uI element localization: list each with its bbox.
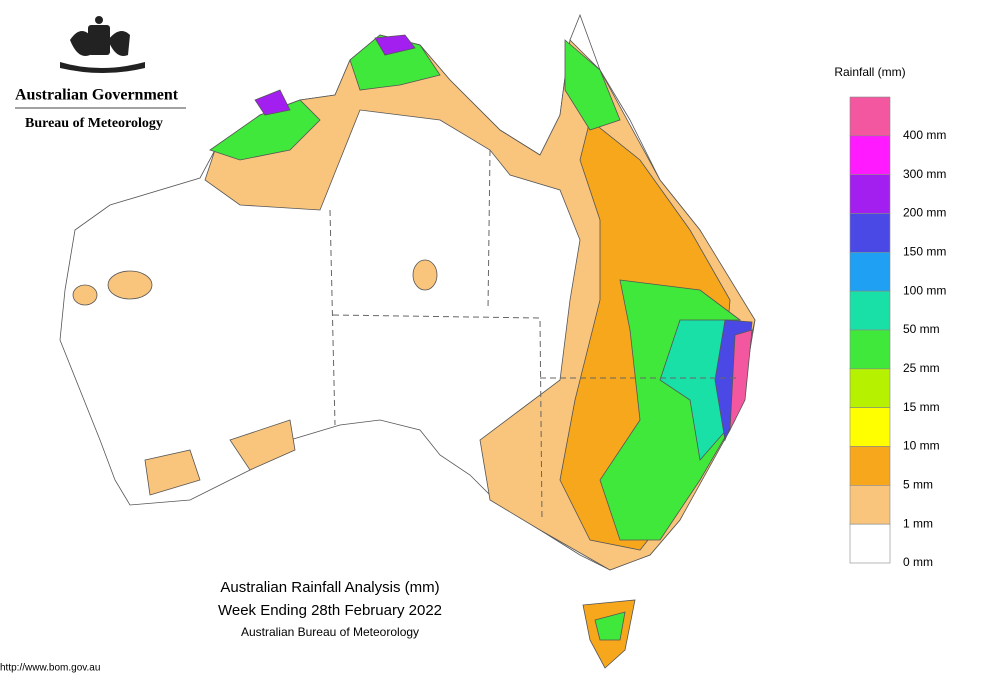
rain-area bbox=[144, 449, 201, 496]
legend-swatch bbox=[849, 252, 891, 292]
legend-swatch bbox=[849, 329, 891, 370]
rain-area bbox=[72, 284, 98, 306]
legend-label: 10 mm bbox=[903, 439, 940, 453]
rain-area bbox=[349, 34, 441, 91]
rain-area bbox=[254, 89, 291, 116]
map-title: Australian Rainfall Analysis (mm) bbox=[220, 579, 439, 596]
legend-swatch bbox=[849, 135, 891, 175]
legend-swatch bbox=[849, 485, 891, 525]
map-subtitle: Week Ending 28th February 2022 bbox=[218, 602, 442, 619]
legend-title: Rainfall (mm) bbox=[834, 65, 905, 79]
map-source: Australian Bureau of Meteorology bbox=[241, 625, 419, 639]
legend-label: 400 mm bbox=[903, 128, 946, 142]
url: http://www.bom.gov.au bbox=[0, 663, 100, 674]
legend-swatch bbox=[849, 213, 891, 253]
rain-area bbox=[594, 611, 626, 641]
rain-area bbox=[374, 34, 416, 56]
legend-label: 0 mm bbox=[903, 555, 933, 569]
legend-label: 5 mm bbox=[903, 478, 933, 492]
legend-swatch bbox=[849, 407, 891, 447]
header-title: Australian Government bbox=[15, 87, 179, 104]
legend-swatch bbox=[849, 446, 891, 486]
legend-label: 300 mm bbox=[903, 167, 946, 181]
rain-area bbox=[229, 419, 296, 471]
legend-label: 1 mm bbox=[903, 516, 933, 530]
legend: 400 mm 300 mm 200 mm 150 mm 100 mm 50 mm 25 mm… bbox=[849, 96, 946, 569]
legend-swatch bbox=[849, 368, 891, 408]
legend-label: 200 mm bbox=[903, 206, 946, 220]
legend-label: 100 mm bbox=[903, 283, 946, 297]
legend-label: 15 mm bbox=[903, 400, 940, 414]
rain-area bbox=[209, 99, 321, 161]
legend-swatch bbox=[849, 290, 891, 331]
legend-swatch bbox=[849, 174, 891, 214]
crest bbox=[60, 16, 145, 73]
state-borders bbox=[329, 149, 740, 521]
rain-area bbox=[412, 259, 438, 291]
legend-swatch bbox=[849, 523, 891, 564]
rain-area bbox=[564, 39, 621, 131]
rain-area bbox=[729, 329, 753, 431]
legend-label: 50 mm bbox=[903, 322, 940, 336]
legend-label: 25 mm bbox=[903, 361, 940, 375]
legend-swatch bbox=[849, 96, 891, 137]
legend-label: 150 mm bbox=[903, 245, 946, 259]
rain-area bbox=[107, 270, 153, 300]
header-subtitle: Bureau of Meteorology bbox=[25, 116, 163, 131]
map bbox=[59, 13, 756, 669]
